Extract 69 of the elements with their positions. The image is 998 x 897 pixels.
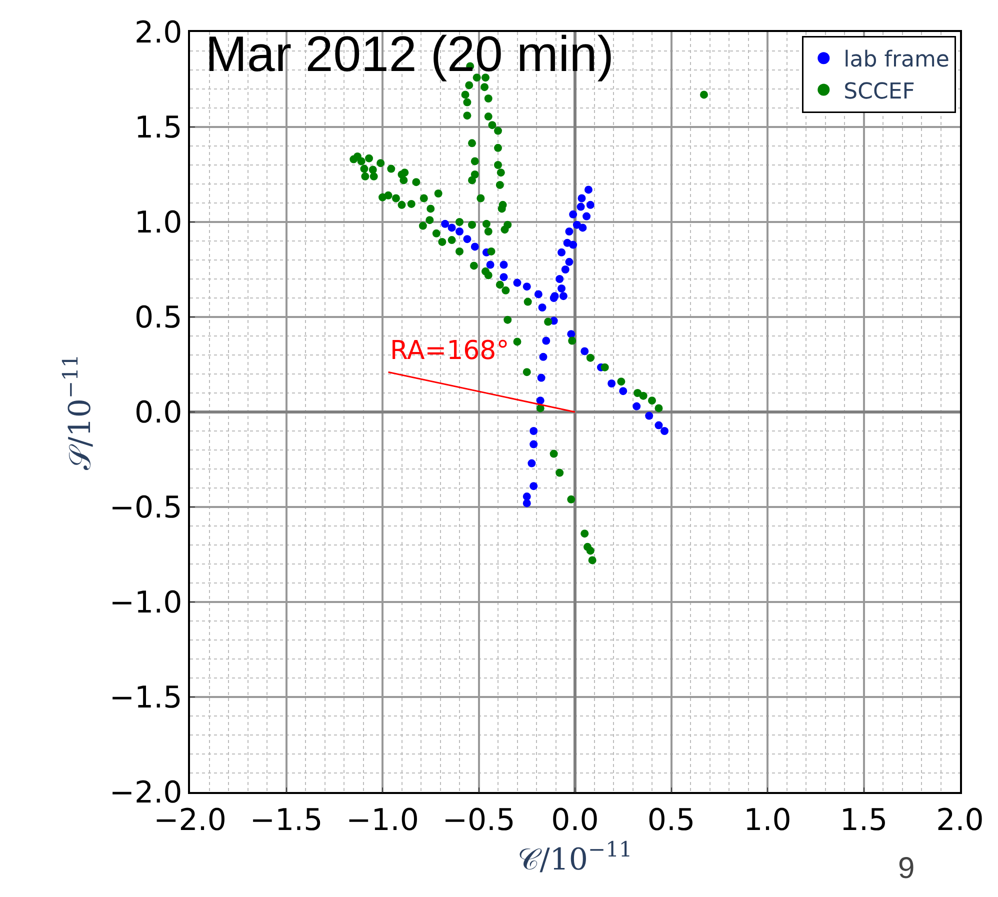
point xyxy=(542,336,550,345)
chart-title: Mar 2012 (20 min) xyxy=(205,26,614,82)
point xyxy=(586,200,594,209)
point xyxy=(486,260,494,269)
point xyxy=(530,440,538,448)
point xyxy=(530,482,538,490)
y-tick-label: −1.5 xyxy=(109,680,182,716)
point xyxy=(578,194,586,202)
y-tick-label: 0.5 xyxy=(134,300,182,336)
point xyxy=(569,210,578,218)
point xyxy=(582,212,591,220)
y-tick-label: −0.5 xyxy=(109,490,182,526)
point xyxy=(522,282,531,291)
point xyxy=(522,492,531,501)
x-tick-label: −1.0 xyxy=(346,802,419,838)
point xyxy=(500,273,508,282)
point xyxy=(500,260,508,269)
point xyxy=(660,427,669,435)
point xyxy=(567,330,576,338)
point xyxy=(456,228,464,236)
point xyxy=(538,304,546,312)
point xyxy=(608,380,616,388)
point xyxy=(645,412,654,420)
point xyxy=(513,278,522,287)
legend-label: lab frame xyxy=(844,48,950,73)
point xyxy=(539,352,548,361)
point xyxy=(448,224,456,232)
point xyxy=(632,402,641,410)
point xyxy=(565,228,574,236)
point xyxy=(619,387,628,396)
point xyxy=(536,396,544,405)
y-tick-label: 2.0 xyxy=(134,16,182,50)
point xyxy=(578,224,587,232)
point xyxy=(584,186,592,194)
point xyxy=(558,284,566,292)
y-tick-label: 1.0 xyxy=(134,206,182,240)
y-tick-label: 1.5 xyxy=(134,110,182,146)
y-tick-label: −1.0 xyxy=(109,586,182,620)
point xyxy=(534,290,542,298)
point xyxy=(565,258,574,266)
x-tick-label: 0.5 xyxy=(647,802,696,838)
point xyxy=(558,248,566,256)
point xyxy=(559,292,568,300)
point xyxy=(470,242,479,251)
x-tick-label: −0.5 xyxy=(442,802,516,838)
x-axis-title: 𝒞/10$^{−11}$ xyxy=(518,838,632,878)
point xyxy=(556,275,564,283)
point xyxy=(537,374,546,382)
point xyxy=(530,427,538,435)
point xyxy=(561,266,570,274)
point xyxy=(563,238,572,247)
point xyxy=(441,220,450,228)
annotation: RA=168° xyxy=(390,336,510,366)
x-tick-label: 1.5 xyxy=(840,802,888,838)
y-tick-label: 0.0 xyxy=(134,396,182,430)
y-tick-label: −2.0 xyxy=(109,776,182,810)
point xyxy=(463,235,472,244)
text: 9 xyxy=(898,852,915,885)
x-tick-label: 1.0 xyxy=(744,802,792,838)
point xyxy=(572,220,581,229)
point xyxy=(528,459,536,468)
x-tick-label: 0.0 xyxy=(551,802,599,838)
point xyxy=(580,347,589,356)
point xyxy=(522,499,531,508)
legend-label: SCCEF xyxy=(844,79,915,104)
x-tick-label: 2.0 xyxy=(936,802,984,838)
point xyxy=(576,202,585,211)
x-tick-label: −1.5 xyxy=(250,802,323,838)
point xyxy=(654,421,663,430)
